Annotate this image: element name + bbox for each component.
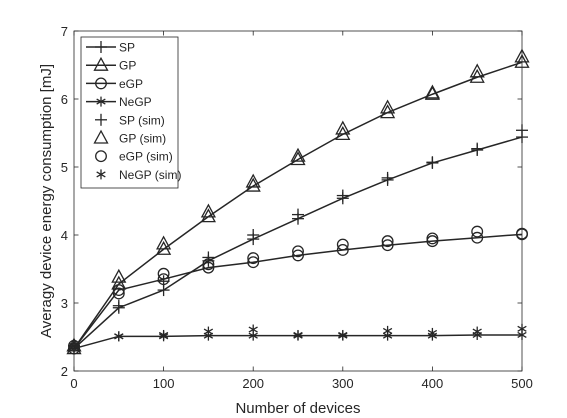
- legend-marker-6: [95, 150, 107, 163]
- legend-item-3: NeGP: [86, 95, 152, 109]
- data-point-5-4: [245, 173, 261, 188]
- data-point-5-2: [156, 235, 172, 250]
- legend-item-6: eGP (sim): [95, 150, 173, 164]
- legend-item-7: NeGP (sim): [96, 168, 181, 182]
- data-point-6-2: [157, 267, 170, 280]
- data-point-6-9: [471, 225, 484, 238]
- data-point-7-3: [203, 326, 214, 337]
- data-point-5-1: [111, 268, 127, 283]
- legend-item-5: GP (sim): [93, 129, 166, 146]
- legend-marker-5: [93, 129, 109, 144]
- data-point-1-7: [380, 104, 396, 119]
- data-point-7-5: [293, 329, 303, 340]
- data-point-4-6: [336, 189, 349, 202]
- data-point-4-2: [157, 275, 170, 288]
- y-tick-label-2: 2: [61, 364, 68, 379]
- data-point-2-8: [426, 235, 439, 248]
- series-line-1: [73, 61, 523, 349]
- y-tick-label-6: 6: [61, 92, 68, 107]
- data-point-4-5: [292, 208, 304, 221]
- data-point-7-4: [248, 324, 258, 335]
- legend-label-2: eGP: [119, 77, 143, 91]
- data-point-5-7: [380, 99, 396, 114]
- legend-label-6: eGP (sim): [119, 150, 173, 164]
- x-tick-label-500: 500: [511, 376, 533, 391]
- y-tick-label-3: 3: [61, 296, 68, 311]
- data-point-5-8: [424, 84, 440, 99]
- data-point-2-9: [471, 231, 484, 244]
- data-point-2-7: [381, 239, 394, 252]
- data-point-4-4: [247, 229, 260, 241]
- data-point-7-2: [158, 329, 169, 340]
- data-point-4-7: [381, 171, 394, 184]
- x-tick-label-200: 200: [242, 376, 264, 391]
- data-point-7-6: [338, 329, 348, 340]
- data-point-1-1: [111, 275, 127, 290]
- data-point-7-9: [472, 326, 482, 337]
- data-point-7-8: [427, 327, 438, 338]
- data-point-6-6: [336, 238, 349, 251]
- data-point-6-4: [247, 252, 260, 265]
- plot-frame: [73, 30, 523, 372]
- x-tick-label-0: 0: [70, 376, 77, 391]
- legend: SP GP eGP NeGP SP (sim) GP (sim) eGP (sim) NeGP…: [80, 36, 181, 189]
- x-axis-label: Number of devices: [235, 400, 360, 417]
- legend-marker-4: [95, 113, 107, 126]
- legend-label-5: GP (sim): [119, 132, 166, 146]
- data-point-1-4: [245, 177, 261, 192]
- data-point-6-7: [381, 235, 394, 248]
- legend-marker-1: [93, 56, 109, 71]
- data-point-2-4: [247, 256, 260, 269]
- x-tick-label-400: 400: [422, 376, 444, 391]
- legend-marker-0: [95, 41, 107, 53]
- data-point-4-3: [202, 251, 215, 264]
- legend-item-4: SP (sim): [95, 113, 165, 127]
- data-point-6-8: [426, 232, 439, 245]
- data-point-5-6: [335, 120, 351, 135]
- series-egp-sim: [68, 225, 528, 352]
- y-tick-label-7: 7: [61, 24, 68, 39]
- legend-label-3: NeGP: [119, 95, 152, 109]
- y-tick-label-4: 4: [61, 228, 68, 243]
- series-gp-sim: [66, 48, 530, 352]
- legend-box: [80, 36, 179, 189]
- data-point-1-5: [290, 151, 306, 166]
- legend-item-1: GP: [86, 56, 136, 73]
- legend-items: SP GP eGP NeGP SP (sim) GP (sim) eGP (sim) NeGP…: [86, 41, 181, 182]
- data-point-4-1: [112, 299, 125, 312]
- x-tick-label-300: 300: [332, 376, 354, 391]
- legend-item-0: SP: [86, 41, 135, 55]
- tick-labels: 0 100 200 300 400 500 2 3 4 5 6 7: [61, 24, 533, 391]
- legend-marker-3: [96, 96, 106, 107]
- data-point-6-1: [112, 287, 125, 300]
- legend-label-0: SP: [119, 41, 135, 55]
- legend-marker-2: [95, 77, 107, 90]
- x-tick-label-100: 100: [153, 376, 175, 391]
- data-point-5-3: [200, 203, 216, 218]
- data-point-5-5: [290, 147, 306, 162]
- y-axis-label: Averagy device energy consumption [mJ]: [38, 64, 55, 338]
- data-point-4-9: [471, 142, 484, 155]
- legend-label-1: GP: [119, 59, 136, 73]
- series-line-2: [73, 233, 523, 350]
- data-point-2-1: [112, 284, 125, 297]
- legend-label-4: SP (sim): [119, 113, 165, 127]
- legend-marker-7: [96, 169, 106, 180]
- legend-label-7: NeGP (sim): [119, 168, 181, 182]
- data-point-5-9: [469, 63, 485, 78]
- data-point-7-7: [382, 325, 393, 336]
- y-tick-label-5: 5: [61, 160, 68, 175]
- data-point-6-5: [292, 245, 304, 258]
- data-point-2-5: [292, 249, 304, 262]
- data-point-6-3: [202, 258, 215, 271]
- data-point-2-6: [336, 244, 349, 256]
- data-point-4-8: [426, 156, 439, 169]
- data-point-1-3: [200, 208, 216, 223]
- data-point-7-1: [114, 331, 124, 342]
- legend-item-2: eGP: [86, 77, 143, 91]
